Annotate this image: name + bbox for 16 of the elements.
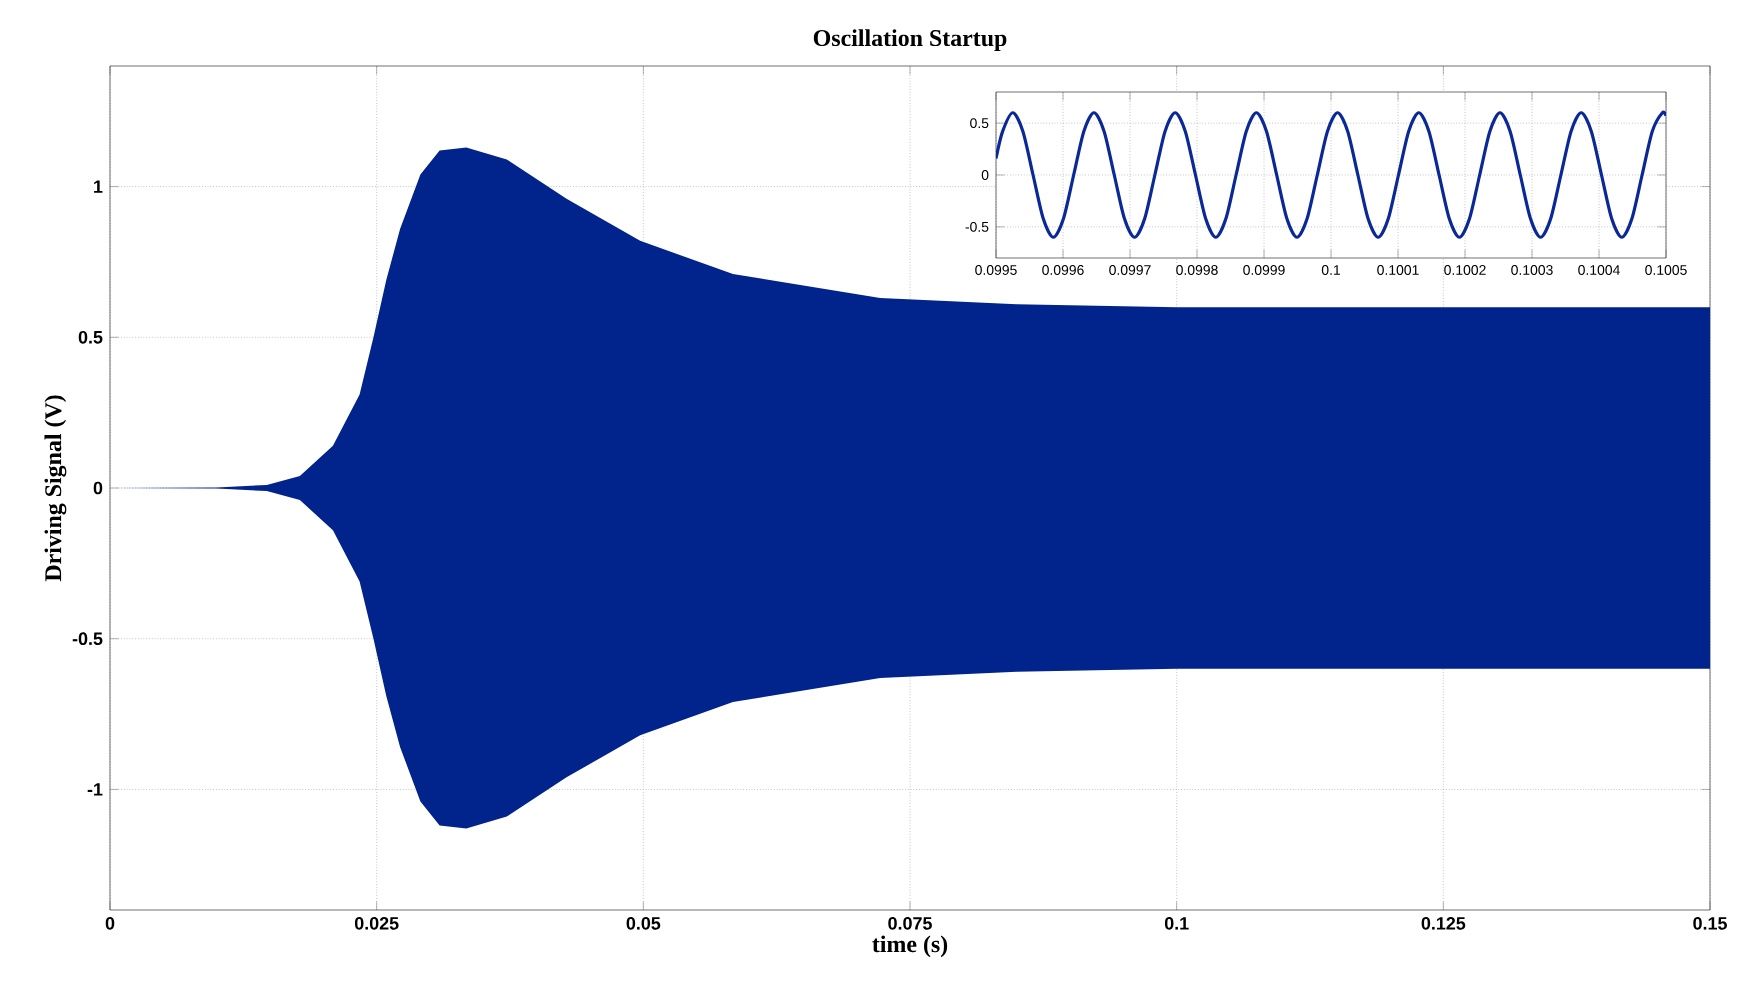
x-tick-label: 0.15 bbox=[1693, 917, 1727, 930]
x-axis-title: time (s) bbox=[872, 935, 948, 958]
x-tick-label: 0.125 bbox=[1421, 917, 1466, 930]
x-tick-label: 0.075 bbox=[888, 917, 932, 930]
y-tick-label: -0.5 bbox=[72, 632, 103, 646]
x-tick-label: 0.1 bbox=[1164, 917, 1189, 930]
y-tick-label: -1 bbox=[87, 783, 103, 796]
y-tick-label: 1 bbox=[94, 180, 103, 193]
chart-title: Oscillation Startup bbox=[813, 29, 1007, 51]
y-axis-title: Driving Signal (V) bbox=[44, 395, 67, 582]
x-tick-label: 0.05 bbox=[626, 917, 661, 930]
x-tick-label: 0 bbox=[105, 917, 115, 930]
x-tick-label: 0.025 bbox=[354, 917, 399, 930]
y-tick-label: 0 bbox=[93, 481, 103, 495]
line-series bbox=[996, 111, 1667, 239]
y-tick-label: 0.5 bbox=[78, 330, 103, 344]
